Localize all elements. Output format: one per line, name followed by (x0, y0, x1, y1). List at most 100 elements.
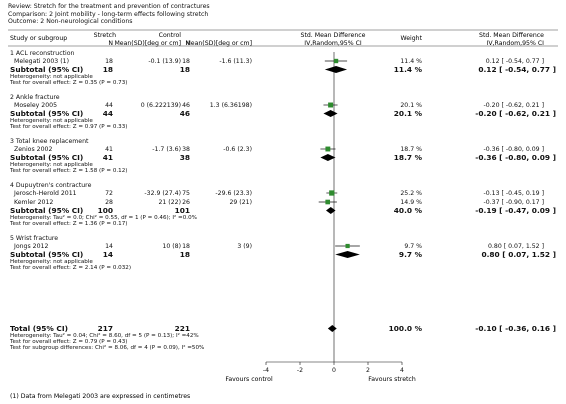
control-mean-sd: -1.6 (11.3) (219, 58, 252, 65)
study-name: Zenios 2002 (14, 146, 52, 153)
study-point-estimate (325, 146, 331, 152)
axis-tick-label: -2 (297, 367, 303, 374)
subtotal-weight: 11.4 % (394, 65, 423, 74)
subgroup-overall-effect: Test for overall effect: Z = 1.58 (P = 0… (9, 168, 127, 174)
study-smd-ci: 0.12 [ -0.54, 0.77 ] (486, 58, 544, 65)
study-point-estimate (328, 102, 334, 108)
subgroup-title: 1 ACL reconstruction (10, 50, 75, 57)
control-mean-sd: -29.6 (23.3) (215, 190, 252, 197)
subgroup-heterogeneity: Heterogeneity: not applicable (10, 74, 93, 80)
stretch-mean-sd: 10 (8) (162, 243, 181, 250)
col-smd-text-1: Std. Mean Difference (479, 32, 544, 39)
study-smd-ci: -0.36 [ -0.80, 0.09 ] (484, 146, 544, 153)
control-mean-sd: -0.6 (2.3) (223, 146, 252, 153)
control-mean-sd: 3 (9) (237, 243, 252, 250)
subtotal-weight: 9.7 % (399, 250, 423, 259)
stretch-n: 44 (105, 102, 113, 109)
subgroup-overall-effect: Test for overall effect: Z = 1.36 (P = 0… (9, 221, 127, 227)
study-point-estimate (333, 58, 339, 64)
pooled-diamond (326, 207, 336, 214)
subgroup-overall-effect: Test for overall effect: Z = 2.14 (P = 0… (9, 265, 131, 271)
total-heterogeneity: Heterogeneity: Tau² = 0.04; Chi² = 8.60,… (10, 332, 199, 339)
review-title: Review: Stretch for the treatment and pr… (8, 3, 210, 10)
control-mean-sd: 29 (21) (229, 199, 252, 206)
subtotal-stretch-n: 14 (103, 250, 113, 259)
stretch-n: 72 (105, 190, 113, 197)
study-name: Kemler 2012 (14, 199, 53, 206)
favours-right-label: Favours stretch (368, 376, 416, 383)
study-smd-ci: -0.13 [ -0.45, 0.19 ] (484, 190, 544, 197)
stretch-mean-sd: -0.1 (13.9) (148, 58, 181, 65)
stretch-mean-sd: 0 (6.222139) (141, 102, 181, 109)
study-smd-ci: -0.20 [ -0.62, 0.21 ] (484, 102, 544, 109)
axis-tick-label: 0 (332, 367, 336, 374)
subtotal-weight: 18.7 % (394, 153, 423, 162)
total-stretch-n: 217 (98, 324, 113, 333)
subtotal-control-n: 18 (180, 250, 190, 259)
col-smd-text-2: IV,Random,95% CI (487, 40, 545, 47)
study-smd-ci: -0.37 [ -0.90, 0.17 ] (484, 199, 544, 206)
subgroup-title: 2 Ankle fracture (10, 94, 60, 101)
subgroup-overall-effect: Test for overall effect: Z = 0.97 (P = 0… (9, 124, 127, 130)
pooled-diamond (335, 251, 360, 258)
footnote: (1) Data from Melegati 2003 are expresse… (10, 393, 190, 400)
pooled-diamond (327, 325, 337, 332)
subtotal-smd-ci: 0.80 [ 0.07, 1.52 ] (481, 250, 556, 259)
stretch-mean-sd: -32.9 (27.4) (144, 190, 181, 197)
subtotal-label: Subtotal (95% CI) (10, 65, 83, 74)
subtotal-weight: 20.1 % (394, 109, 423, 118)
control-n: 18 (182, 243, 190, 250)
axis-tick-label: -4 (263, 367, 269, 374)
total-label: Total (95% CI) (10, 324, 68, 333)
stretch-n: 41 (105, 146, 113, 153)
forest-plot-header: Review: Stretch for the treatment and pr… (8, 3, 210, 26)
study-name: Melegati 2003 (1) (14, 58, 69, 65)
study-weight: 14.9 % (400, 199, 422, 206)
subtotal-label: Subtotal (95% CI) (10, 153, 83, 162)
subgroup-title: 5 Wrist fracture (10, 235, 58, 242)
favours-left-label: Favours control (225, 376, 273, 383)
study-point-estimate (329, 190, 335, 196)
axis-ticks: -4 -2 0 2 4 (263, 362, 404, 374)
subtotal-stretch-n: 41 (103, 153, 113, 162)
total-weight: 100.0 % (389, 324, 423, 333)
subgroup-overall-effect: Test for overall effect: Z = 0.35 (P = 0… (9, 80, 127, 86)
stretch-n: 18 (105, 58, 113, 65)
study-weight: 9.7 % (404, 243, 422, 250)
control-n: 46 (182, 102, 190, 109)
total-smd-ci: -0.10 [ -0.36, 0.16 ] (475, 324, 556, 333)
col-control-mean: Mean(SD)[deg or cm] (185, 40, 252, 47)
subtotal-weight: 40.0 % (394, 206, 423, 215)
stretch-mean-sd: 21 (22) (158, 199, 181, 206)
control-n: 18 (182, 58, 190, 65)
subtotal-smd-ci: -0.20 [ -0.62, 0.21 ] (475, 109, 556, 118)
total-control-n: 221 (175, 324, 190, 333)
study-name: Jongs 2012 (13, 243, 48, 250)
subtotal-label: Subtotal (95% CI) (10, 109, 83, 118)
outcome-title: Outcome: 2 Non-neurological conditions (8, 18, 133, 26)
stretch-n: 28 (105, 199, 113, 206)
subgroup-heterogeneity: Heterogeneity: not applicable (10, 259, 93, 265)
study-weight: 18.7 % (400, 146, 422, 153)
col-weight: Weight (400, 35, 422, 42)
subgroup-title: 3 Total knee replacement (10, 138, 89, 145)
subtotal-smd-ci: -0.19 [ -0.47, 0.09 ] (475, 206, 556, 215)
total-overall-effect: Test for overall effect: Z = 0.79 (P = 0… (9, 339, 127, 345)
subtotal-label: Subtotal (95% CI) (10, 206, 83, 215)
col-stretch-group: Stretch (94, 32, 116, 39)
pooled-diamond (320, 154, 336, 161)
col-study-header: Study or subgroup (10, 35, 67, 42)
study-name: Moseley 2005 (14, 102, 57, 109)
stretch-n: 14 (105, 243, 113, 250)
subtotal-label: Subtotal (95% CI) (10, 250, 83, 259)
subtotal-stretch-n: 44 (103, 109, 113, 118)
subtotal-smd-ci: 0.12 [ -0.54, 0.77 ] (478, 65, 556, 74)
subtotal-control-n: 18 (180, 65, 190, 74)
pooled-diamond (324, 66, 348, 73)
subgroup-title: 4 Dupuytren's contracture (10, 182, 92, 189)
subtotal-stretch-n: 100 (98, 206, 113, 215)
study-weight: 20.1 % (400, 102, 422, 109)
control-mean-sd: 1.3 (6.36198) (210, 102, 252, 109)
